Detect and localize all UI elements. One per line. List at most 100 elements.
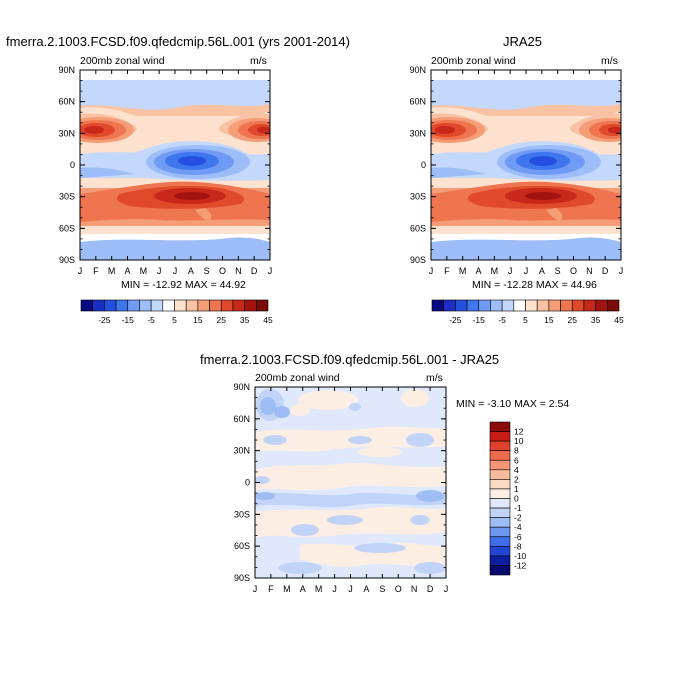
right-panel-minmax: MIN = -12.28 MAX = 44.96 — [472, 279, 597, 291]
x-tick-label: J — [524, 266, 529, 276]
colorbar-swatch — [431, 299, 444, 312]
colorbar-swatch — [150, 299, 164, 312]
colorbar-swatch — [443, 299, 456, 312]
left-panel-units: m/s — [250, 55, 267, 67]
x-tick-label: A — [475, 266, 481, 276]
x-tick-label: A — [363, 584, 369, 594]
colorbar-swatch — [489, 421, 511, 432]
x-tick-label: J — [173, 266, 178, 276]
colorbar-label: -4 — [514, 522, 522, 532]
colorbar-swatch — [607, 299, 620, 312]
y-tick-label: 90N — [233, 382, 250, 392]
y-tick-label: 60N — [58, 97, 75, 107]
x-tick-label: J — [508, 266, 513, 276]
x-tick-label: J — [268, 266, 273, 276]
colorbar-swatch — [489, 450, 511, 461]
left-panel-title: fmerra.2.1003.FCSD.f09.qfedcmip.56L.001 … — [6, 34, 350, 49]
colorbar-swatch — [489, 459, 511, 471]
colorbar-swatch — [489, 440, 511, 451]
x-tick-label: F — [93, 266, 99, 276]
left-panel-colorbar: -25 -15 -5 5 15 25 35 45 — [80, 299, 273, 325]
colorbar-label: -1 — [514, 503, 522, 513]
y-tick-label: 30N — [58, 128, 75, 138]
diff-panel-units: m/s — [426, 372, 443, 384]
right-panel-title: JRA25 — [503, 34, 543, 49]
y-tick-label: 30S — [234, 509, 250, 519]
x-tick-label: D — [427, 584, 434, 594]
colorbar-label: -15 — [473, 315, 486, 325]
colorbar-label: 35 — [240, 315, 250, 325]
colorbar-label: -5 — [498, 315, 506, 325]
left-panel-subtitle: 200mb zonal wind — [80, 55, 165, 67]
x-tick-label: S — [379, 584, 385, 594]
y-tick-label: 0 — [70, 160, 75, 170]
colorbar-label: 0 — [514, 494, 519, 504]
colorbar-label: -6 — [514, 532, 522, 542]
colorbar-swatch — [162, 299, 175, 312]
y-tick-label: 30N — [409, 128, 426, 138]
x-tick-label: J — [619, 266, 624, 276]
colorbar-label: -25 — [449, 315, 462, 325]
x-tick-label: M — [108, 266, 116, 276]
colorbar-swatch — [115, 299, 129, 312]
y-tick-label: 60S — [410, 223, 426, 233]
colorbar-label: 45 — [263, 315, 273, 325]
y-tick-label: 90N — [58, 65, 75, 75]
colorbar-swatch — [80, 299, 93, 312]
colorbar-label: -5 — [147, 315, 155, 325]
x-tick-label: D — [251, 266, 258, 276]
x-tick-label: N — [586, 266, 593, 276]
colorbar-label: -15 — [122, 315, 135, 325]
x-tick-label: J — [348, 584, 353, 594]
y-tick-label: 30S — [410, 192, 426, 202]
colorbar-label: 35 — [591, 315, 601, 325]
colorbar-swatch — [455, 299, 468, 312]
x-tick-label: A — [124, 266, 130, 276]
x-tick-label: M — [459, 266, 467, 276]
right-panel-colorbar: -25 -15 -5 5 15 25 35 45 — [431, 299, 624, 325]
colorbar-swatch — [489, 536, 511, 547]
colorbar-label: 4 — [514, 465, 519, 475]
colorbar-swatch — [197, 299, 210, 312]
colorbar-swatch — [571, 299, 585, 312]
colorbar-label: 12 — [514, 427, 524, 437]
x-tick-label: A — [539, 266, 545, 276]
colorbar-swatch — [220, 299, 234, 312]
colorbar-swatch — [139, 299, 152, 312]
colorbar-label: -25 — [98, 315, 111, 325]
colorbar-label: 10 — [514, 436, 524, 446]
diff-panel-subtitle: 200mb zonal wind — [255, 372, 340, 384]
diff-panel-minmax: MIN = -3.10 MAX = 2.54 — [456, 398, 570, 410]
right-panel-subtitle: 200mb zonal wind — [431, 55, 516, 67]
colorbar-swatch — [489, 565, 511, 576]
right-panel-plot — [430, 69, 622, 261]
colorbar-swatch — [489, 498, 511, 509]
colorbar-swatch — [489, 555, 511, 566]
colorbar-swatch — [489, 431, 511, 442]
colorbar-label: 45 — [614, 315, 624, 325]
y-tick-label: 60S — [59, 223, 75, 233]
y-tick-label: 60N — [409, 97, 426, 107]
colorbar-swatch — [548, 299, 561, 312]
colorbar-label: 6 — [514, 455, 519, 465]
colorbar-label: 5 — [523, 315, 528, 325]
x-tick-label: M — [140, 266, 148, 276]
x-tick-label: F — [268, 584, 274, 594]
colorbar-swatch — [256, 299, 269, 312]
left-panel-plot — [79, 69, 271, 261]
x-tick-label: J — [429, 266, 434, 276]
x-tick-label: F — [444, 266, 450, 276]
colorbar-swatch — [489, 546, 511, 557]
colorbar-label: 2 — [514, 474, 519, 484]
x-tick-label: N — [235, 266, 242, 276]
x-tick-label: J — [157, 266, 162, 276]
x-tick-label: O — [395, 584, 402, 594]
y-tick-label: 60S — [234, 541, 250, 551]
colorbar-swatch — [104, 299, 117, 312]
y-tick-label: 30N — [233, 446, 250, 456]
colorbar-swatch — [466, 299, 480, 312]
x-tick-label: J — [444, 584, 449, 594]
